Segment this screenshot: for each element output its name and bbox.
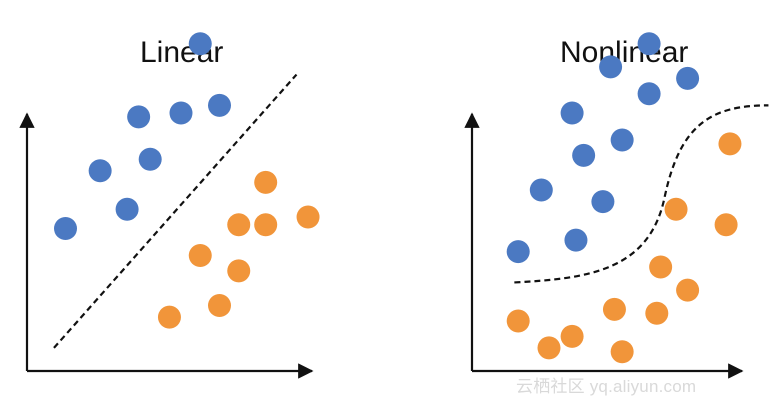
blue-point — [591, 190, 615, 214]
orange-point — [254, 170, 278, 194]
orange-point — [208, 294, 231, 318]
orange-point — [537, 336, 561, 360]
decision-boundary — [53, 73, 298, 349]
blue-point — [88, 159, 112, 183]
blue-point — [599, 55, 623, 79]
linear-panel: Linear — [0, 0, 380, 409]
blue-point — [54, 217, 77, 241]
blue-point — [169, 101, 193, 125]
orange-point — [506, 309, 530, 333]
blue-point — [637, 82, 661, 106]
orange-point — [645, 301, 669, 325]
linear-plot — [19, 32, 320, 379]
blue-point — [560, 101, 584, 125]
orange-point — [188, 244, 212, 267]
decision-boundary — [514, 104, 769, 284]
nonlinear-panel: Nonlinear — [430, 0, 784, 409]
orange-point — [227, 213, 251, 237]
orange-point — [718, 132, 742, 156]
blue-point — [676, 66, 700, 90]
blue-point — [637, 32, 661, 56]
orange-point — [610, 340, 634, 364]
orange-point — [676, 278, 700, 302]
orange-point — [157, 305, 181, 329]
orange-point — [296, 205, 320, 229]
blue-point — [610, 128, 634, 152]
nonlinear-title: Nonlinear — [560, 36, 689, 69]
blue-point — [127, 105, 151, 129]
orange-point — [664, 197, 688, 221]
watermark-text: 云栖社区 yq.aliyun.com — [516, 377, 697, 396]
blue-point — [188, 32, 212, 56]
orange-point — [714, 213, 738, 237]
blue-point — [572, 143, 596, 167]
blue-point — [506, 240, 530, 264]
blue-point — [529, 178, 553, 202]
nonlinear-plot — [464, 32, 769, 379]
orange-point — [254, 213, 278, 237]
blue-point — [564, 228, 588, 252]
orange-point — [649, 255, 673, 279]
blue-point — [208, 93, 231, 117]
orange-point — [227, 259, 251, 283]
blue-point — [115, 197, 139, 221]
blue-point — [138, 147, 162, 171]
orange-point — [602, 297, 626, 321]
orange-point — [560, 324, 584, 348]
